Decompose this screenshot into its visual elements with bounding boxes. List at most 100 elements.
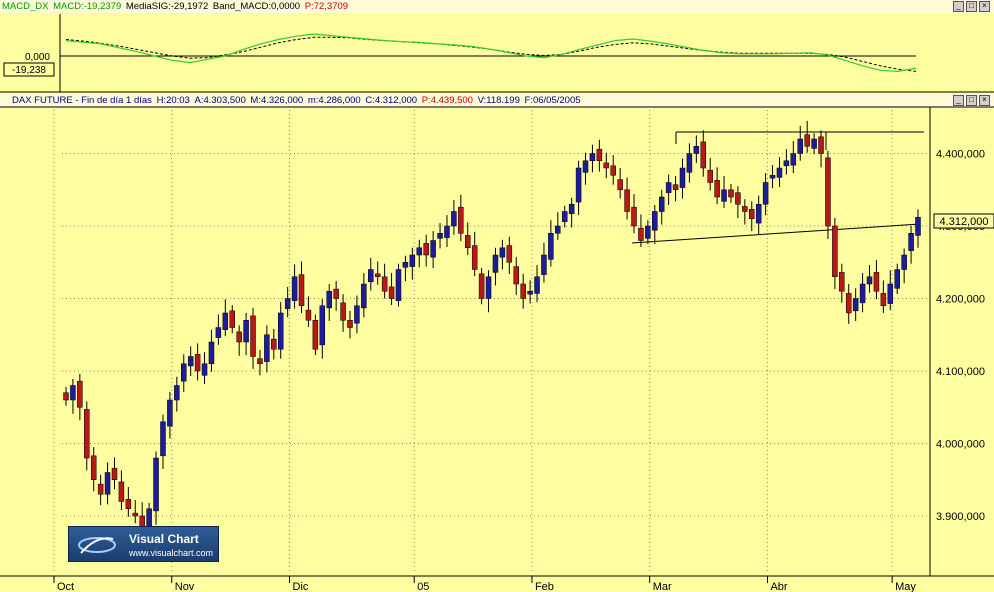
up-candle[interactable] [181,363,187,382]
up-candle[interactable] [866,276,873,285]
down-candle[interactable] [423,243,429,256]
up-candle[interactable] [811,138,817,149]
down-candle[interactable] [305,309,312,321]
up-candle[interactable] [541,254,547,275]
up-candle[interactable] [665,182,672,193]
down-candle[interactable] [825,157,831,227]
up-candle[interactable] [645,225,651,239]
up-candle[interactable] [527,291,533,295]
up-candle[interactable] [430,240,436,258]
down-candle[interactable] [707,169,713,183]
up-candle[interactable] [887,283,894,304]
up-candle[interactable] [769,175,776,179]
down-candle[interactable] [617,179,623,191]
up-candle[interactable] [908,233,914,251]
down-candle[interactable] [132,512,139,517]
up-candle[interactable] [291,276,298,301]
down-candle[interactable] [818,136,824,154]
down-candle[interactable] [471,245,478,270]
up-candle[interactable] [451,211,457,227]
down-candle[interactable] [118,481,125,502]
down-candle[interactable] [880,293,887,306]
down-candle[interactable] [458,206,464,234]
down-candle[interactable] [735,192,741,205]
up-candle[interactable] [686,153,693,173]
up-candle[interactable] [368,269,374,283]
close-button[interactable]: × [979,95,990,106]
down-candle[interactable] [638,227,644,241]
up-candle[interactable] [444,225,450,238]
down-candle[interactable] [742,206,748,212]
up-candle[interactable] [409,254,416,267]
up-candle[interactable] [582,160,589,173]
down-candle[interactable] [520,283,526,299]
up-candle[interactable] [354,305,360,324]
down-candle[interactable] [229,310,235,328]
down-candle[interactable] [298,274,305,307]
up-candle[interactable] [589,153,596,161]
down-candle[interactable] [84,409,90,459]
down-candle[interactable] [832,225,838,277]
down-candle[interactable] [97,483,104,495]
up-candle[interactable] [658,196,665,212]
down-candle[interactable] [381,276,388,292]
close-button[interactable]: × [979,1,990,12]
down-candle[interactable] [77,380,83,408]
down-candle[interactable] [125,499,132,510]
up-candle[interactable] [548,233,554,260]
up-candle[interactable] [499,247,506,258]
up-candle[interactable] [568,204,575,214]
minimize-button[interactable]: _ [953,95,964,106]
down-candle[interactable] [845,293,852,314]
up-candle[interactable] [326,291,332,309]
up-candle[interactable] [402,262,409,268]
up-candle[interactable] [575,167,582,203]
maximize-button[interactable]: □ [966,1,977,12]
down-candle[interactable] [873,272,880,292]
up-candle[interactable] [222,312,229,330]
down-candle[interactable] [513,266,519,285]
down-candle[interactable] [624,189,630,212]
up-candle[interactable] [187,356,194,367]
down-candle[interactable] [347,320,353,328]
down-candle[interactable] [271,338,277,350]
down-candle[interactable] [312,320,319,350]
down-candle[interactable] [700,141,707,169]
down-candle[interactable] [631,206,637,227]
up-candle[interactable] [679,167,686,188]
down-candle[interactable] [506,245,513,263]
down-candle[interactable] [672,184,679,191]
up-candle[interactable] [284,298,291,309]
up-candle[interactable] [492,254,499,273]
down-candle[interactable] [250,315,256,357]
up-candle[interactable] [762,182,769,205]
up-candle[interactable] [555,225,561,234]
down-candle[interactable] [749,209,755,219]
down-candle[interactable] [90,455,97,481]
up-candle[interactable] [153,457,159,512]
up-candle[interactable] [319,305,326,346]
up-candle[interactable] [277,312,284,350]
down-candle[interactable] [603,162,610,169]
up-candle[interactable] [395,269,402,301]
up-candle[interactable] [783,160,790,167]
down-candle[interactable] [63,392,69,401]
up-candle[interactable] [693,146,700,154]
maximize-button[interactable]: □ [966,95,977,106]
up-candle[interactable] [208,341,215,364]
up-candle[interactable] [721,189,727,202]
down-candle[interactable] [194,354,201,372]
up-candle[interactable] [797,138,803,154]
down-candle[interactable] [236,331,242,343]
up-candle[interactable] [416,247,423,256]
up-candle[interactable] [852,298,859,312]
up-candle[interactable] [160,421,166,457]
up-candle[interactable] [652,211,658,231]
up-candle[interactable] [776,167,783,178]
up-candle[interactable] [437,233,443,239]
up-candle[interactable] [70,385,76,401]
up-candle[interactable] [755,204,762,224]
down-candle[interactable] [804,134,810,147]
up-candle[interactable] [915,217,921,236]
